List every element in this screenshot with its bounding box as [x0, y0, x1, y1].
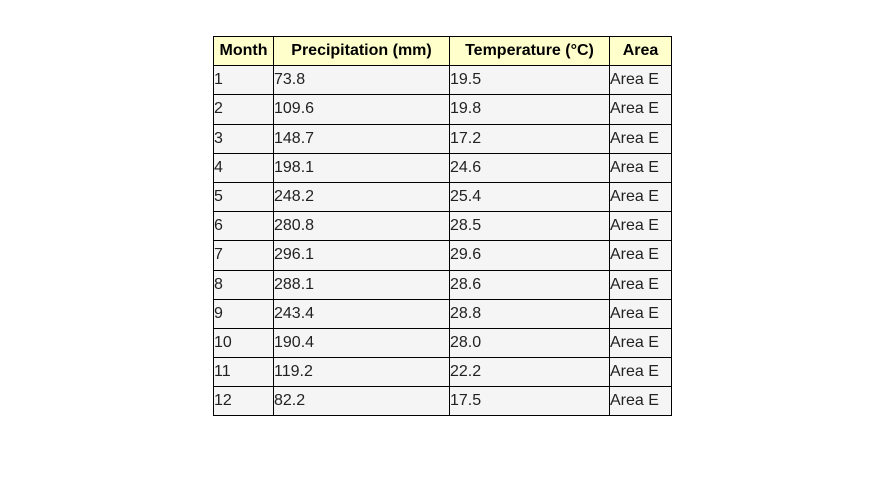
precipitation-cell: 198.1	[273, 152, 450, 183]
data-table: Month Precipitation (mm) Temperature (°C…	[213, 35, 672, 417]
table-row: 8 288.1 28.6 Area E	[213, 269, 672, 300]
month-cell: 6	[213, 211, 274, 242]
table-row: 10 190.4 28.0 Area E	[213, 327, 672, 359]
precipitation-cell: 248.2	[273, 181, 450, 213]
area-cell: Area E	[609, 327, 672, 359]
area-cell: Area E	[609, 240, 672, 271]
table-row: 9 243.4 28.8 Area E	[213, 298, 672, 329]
month-cell: 11	[213, 357, 274, 388]
temperature-cell: 17.5	[449, 386, 610, 417]
temperature-cell: 25.4	[449, 181, 610, 213]
table-row: 11 119.2 22.2 Area E	[213, 357, 672, 388]
table-row: 7 296.1 29.6 Area E	[213, 240, 672, 271]
precipitation-cell: 109.6	[273, 94, 450, 125]
table-row: 5 248.2 25.4 Area E	[213, 181, 672, 213]
area-cell: Area E	[609, 181, 672, 213]
area-cell: Area E	[609, 269, 672, 300]
temperature-cell: 28.5	[449, 211, 610, 242]
month-cell: 8	[213, 269, 274, 300]
month-cell: 12	[213, 386, 274, 417]
precipitation-cell: 296.1	[273, 240, 450, 271]
temperature-cell: 28.0	[449, 327, 610, 359]
temperature-cell: 22.2	[449, 357, 610, 388]
precipitation-cell: 288.1	[273, 269, 450, 300]
area-cell: Area E	[609, 94, 672, 125]
precipitation-cell: 119.2	[273, 357, 450, 388]
month-cell: 2	[213, 94, 274, 125]
precipitation-cell: 73.8	[273, 65, 450, 96]
temperature-cell: 29.6	[449, 240, 610, 271]
precipitation-cell: 243.4	[273, 298, 450, 329]
precipitation-cell: 280.8	[273, 211, 450, 242]
area-cell: Area E	[609, 152, 672, 183]
precipitation-cell: 190.4	[273, 327, 450, 359]
area-cell: Area E	[609, 357, 672, 388]
header-area: Area	[609, 35, 672, 67]
precipitation-cell: 148.7	[273, 123, 450, 154]
month-cell: 3	[213, 123, 274, 154]
month-cell: 7	[213, 240, 274, 271]
month-cell: 9	[213, 298, 274, 329]
table-body: 1 73.8 19.5 Area E 2 109.6 19.8 Area E 3 148.7 17.…	[213, 65, 672, 417]
temperature-cell: 28.8	[449, 298, 610, 329]
temperature-cell: 24.6	[449, 152, 610, 183]
month-cell: 10	[213, 327, 274, 359]
table-row: 12 82.2 17.5 Area E	[213, 386, 672, 417]
temperature-cell: 19.5	[449, 65, 610, 96]
area-cell: Area E	[609, 298, 672, 329]
table-row: 6 280.8 28.5 Area E	[213, 211, 672, 242]
month-cell: 1	[213, 65, 274, 96]
area-cell: Area E	[609, 123, 672, 154]
month-cell: 4	[213, 152, 274, 183]
table-row: 1 73.8 19.5 Area E	[213, 65, 672, 96]
temperature-cell: 28.6	[449, 269, 610, 300]
area-cell: Area E	[609, 386, 672, 417]
table-header: Month Precipitation (mm) Temperature (°C…	[213, 35, 672, 67]
header-temperature: Temperature (°C)	[449, 35, 610, 67]
table-row: 2 109.6 19.8 Area E	[213, 94, 672, 125]
header-month: Month	[213, 35, 274, 67]
table-row: 3 148.7 17.2 Area E	[213, 123, 672, 154]
precipitation-cell: 82.2	[273, 386, 450, 417]
temperature-cell: 19.8	[449, 94, 610, 125]
temperature-cell: 17.2	[449, 123, 610, 154]
header-precipitation: Precipitation (mm)	[273, 35, 450, 67]
area-cell: Area E	[609, 211, 672, 242]
month-cell: 5	[213, 181, 274, 213]
table-row: 4 198.1 24.6 Area E	[213, 152, 672, 183]
header-row: Month Precipitation (mm) Temperature (°C…	[213, 35, 672, 67]
area-cell: Area E	[609, 65, 672, 96]
